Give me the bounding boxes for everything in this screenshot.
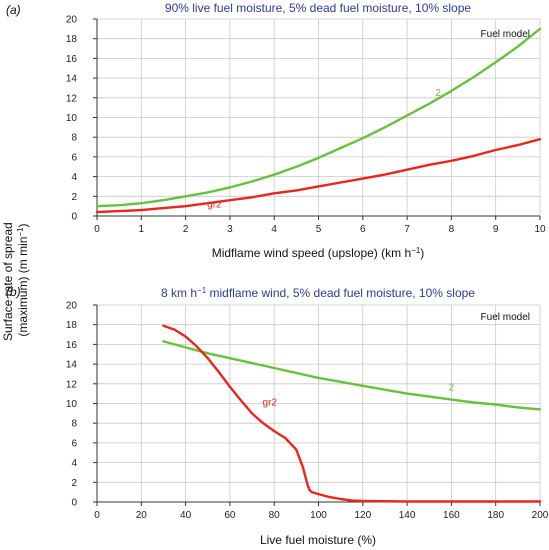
panel-b-x-tick-label-9: 180 <box>487 510 504 521</box>
panel-b-xlabel: Live fuel moisture (%) <box>260 533 376 547</box>
panel-b-x-tick-label-7: 140 <box>399 510 416 521</box>
panel-b-x-tick-label-2: 40 <box>180 510 192 521</box>
panel-a-title: 90% live fuel moisture, 5% dead fuel moi… <box>165 1 471 15</box>
panel-a-y-tick-label-0: 0 <box>71 212 77 223</box>
panel-a-series-gr2-label: gr2 <box>207 200 222 211</box>
panel-a-x-tick-label-10: 10 <box>534 224 546 235</box>
panel-a-y-tick-label-3: 6 <box>71 152 77 163</box>
panel-b-series-2-label: 2 <box>449 383 455 394</box>
panel-a-series-2-line <box>95 27 542 208</box>
panel-b-y-tick-label-8: 16 <box>66 340 78 351</box>
panel-a-x-tick-label-2: 2 <box>183 224 189 235</box>
panel-b-y-tick-label-9: 18 <box>66 320 78 331</box>
panel-a-y-tick-label-5: 10 <box>66 113 78 124</box>
panel-a-xlabel: Midflame wind speed (upslope) (km h−1) <box>212 246 425 260</box>
panel-b-y-tick-label-7: 14 <box>66 360 78 371</box>
panel-a-y-tick-label-8: 16 <box>66 54 78 65</box>
panel-a-series: 2 gr2 <box>95 27 542 214</box>
panel-a-y-tick-label-1: 2 <box>71 192 77 203</box>
panel-b-axes: 0 20 40 60 80 100 120 140 160 180 200 0 2 4 6 8 10 12 14 16… <box>66 301 549 522</box>
panel-b-x-tick-label-6: 120 <box>354 510 371 521</box>
panel-a-y-tick-label-2: 4 <box>71 172 77 183</box>
panel-a-y-tick-label-7: 14 <box>66 74 78 85</box>
panel-b-y-tick-label-4: 8 <box>71 419 77 430</box>
panel-b-label: (b) <box>6 285 21 299</box>
panel-a-x-tick-label-7: 7 <box>404 224 410 235</box>
panel-a-series-2-label: 2 <box>435 88 441 99</box>
panel-b-x-tick-label-1: 20 <box>136 510 148 521</box>
panel-a-series-gr2-line <box>95 137 542 214</box>
panel-a-x-tick-label-1: 1 <box>139 224 145 235</box>
panel-b-series: 2 gr2 <box>162 324 542 503</box>
panel-a-y-tick-label-10: 20 <box>66 15 78 26</box>
panel-a-x-tick-label-5: 5 <box>316 224 322 235</box>
panel-a-legend-title: Fuel model <box>481 29 530 40</box>
panel-b-series-2-line <box>162 340 542 411</box>
panel-a-x-tick-label-3: 3 <box>227 224 233 235</box>
panel-a-y-tick-label-6: 12 <box>66 93 78 104</box>
panel-b-x-tick-label-10: 200 <box>532 510 549 521</box>
panel-b-x-tick-label-3: 60 <box>224 510 236 521</box>
panel-b-x-tick-label-4: 80 <box>269 510 281 521</box>
panel-b-y-tick-label-10: 20 <box>66 301 78 312</box>
panel-b-x-tick-label-0: 0 <box>94 510 100 521</box>
panel-b-x-tick-label-5: 100 <box>310 510 327 521</box>
panel-b-legend-title: Fuel model <box>481 312 530 323</box>
panel-b-y-tick-label-1: 2 <box>71 478 77 489</box>
panel-a-label: (a) <box>6 3 21 17</box>
panel-a-x-tick-label-4: 4 <box>271 224 277 235</box>
panel-b-y-tick-label-0: 0 <box>71 498 77 509</box>
panel-a-y-tick-label-9: 18 <box>66 34 78 45</box>
panel-b: (b) 8 km h−1 midflame wind, 5% dead fuel… <box>6 285 549 547</box>
panel-a-x-tick-label-0: 0 <box>94 224 100 235</box>
panel-b-y-tick-label-2: 4 <box>71 458 77 469</box>
panel-b-title: 8 km h−1 midflame wind, 5% dead fuel moi… <box>161 286 475 300</box>
panel-a-y-tick-label-4: 8 <box>71 133 77 144</box>
panel-a-x-tick-label-6: 6 <box>360 224 366 235</box>
panel-a-x-tick-label-8: 8 <box>449 224 455 235</box>
panel-b-series-gr2-label: gr2 <box>263 397 278 408</box>
panel-b-series-gr2-line <box>162 324 542 503</box>
panel-a-x-tick-label-9: 9 <box>493 224 499 235</box>
panel-b-y-tick-label-3: 6 <box>71 438 77 449</box>
panel-b-x-tick-label-8: 160 <box>443 510 460 521</box>
panel-a: (a) 90% live fuel moisture, 5% dead fuel… <box>6 1 546 260</box>
panel-b-y-tick-label-6: 12 <box>66 379 78 390</box>
shared-ylabel: Surface rate of spread (maximum) (m min−… <box>1 219 30 341</box>
panel-b-y-tick-label-5: 10 <box>66 399 78 410</box>
